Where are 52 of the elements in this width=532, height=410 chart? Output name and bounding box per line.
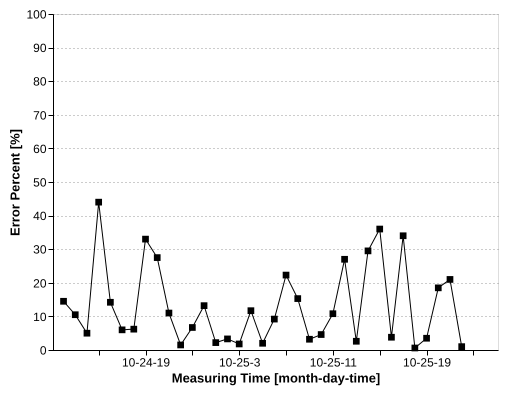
point: [142, 236, 149, 242]
point: [434, 284, 442, 292]
point: [294, 295, 302, 302]
point: [259, 340, 266, 347]
point: [330, 310, 336, 318]
point: [318, 331, 325, 338]
point: [270, 316, 278, 322]
y-axis-title: Error Percent [%]: [7, 129, 22, 236]
point: [236, 340, 243, 348]
y-tick-label: 50: [33, 176, 47, 190]
point: [341, 256, 348, 263]
y-tick-label: 10: [33, 310, 47, 324]
point: [364, 248, 372, 254]
x-tick-label: 10-25-3: [219, 356, 261, 370]
point: [400, 232, 406, 240]
y-tick-label: 100: [26, 8, 47, 22]
point: [107, 298, 114, 306]
point: [95, 198, 102, 206]
point: [130, 326, 138, 333]
point: [118, 326, 126, 334]
point: [212, 339, 220, 346]
point: [224, 336, 231, 342]
point: [166, 310, 172, 316]
point: [200, 302, 208, 309]
point: [376, 226, 384, 232]
point: [60, 298, 67, 305]
y-tick-label: 40: [33, 209, 47, 224]
y-tick-label: 0: [40, 344, 47, 358]
y-tick-label: 70: [33, 108, 47, 122]
y-tick-label: 30: [33, 242, 47, 257]
point: [177, 342, 184, 348]
point: [446, 276, 454, 283]
x-tick-label: 10-25-19: [403, 356, 452, 370]
point: [282, 272, 290, 278]
point: [352, 338, 360, 345]
y-tick-label: 90: [33, 41, 47, 56]
x-tick-label: 10-25-11: [310, 356, 358, 370]
point: [189, 324, 196, 331]
point: [72, 311, 79, 318]
point: [423, 334, 430, 342]
point: [458, 343, 466, 350]
x-tick-label: 10-24-19: [122, 356, 170, 370]
point: [388, 334, 395, 341]
point: [306, 336, 313, 343]
y-tick-label: 80: [33, 74, 47, 89]
point: [248, 307, 254, 314]
point: [84, 330, 90, 337]
point: [154, 254, 161, 261]
point: [412, 344, 418, 352]
y-tick-label: 60: [33, 142, 47, 156]
x-axis-title: Measuring Time [month-day-time]: [172, 370, 380, 386]
y-tick-label: 20: [33, 276, 47, 290]
